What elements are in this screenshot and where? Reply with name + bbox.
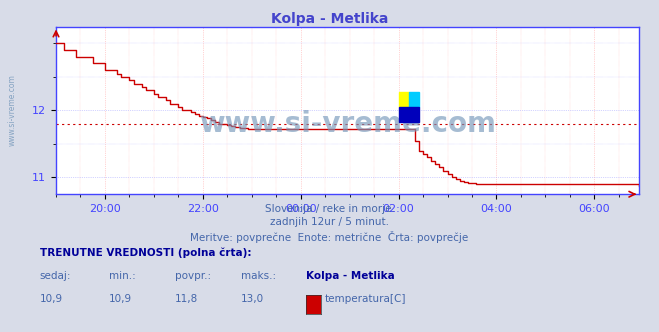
- Text: povpr.:: povpr.:: [175, 271, 211, 281]
- Text: zadnjih 12ur / 5 minut.: zadnjih 12ur / 5 minut.: [270, 217, 389, 227]
- Text: 13,0: 13,0: [241, 294, 264, 304]
- Text: 11,8: 11,8: [175, 294, 198, 304]
- Text: 10,9: 10,9: [109, 294, 132, 304]
- Text: Meritve: povprečne  Enote: metrične  Črta: povprečje: Meritve: povprečne Enote: metrične Črta:…: [190, 231, 469, 243]
- Text: TRENUTNE VREDNOSTI (polna črta):: TRENUTNE VREDNOSTI (polna črta):: [40, 247, 251, 258]
- Bar: [399, 107, 419, 122]
- Text: Slovenija / reke in morje.: Slovenija / reke in morje.: [264, 204, 395, 214]
- Bar: [409, 92, 419, 107]
- Text: min.:: min.:: [109, 271, 136, 281]
- Text: Kolpa - Metlika: Kolpa - Metlika: [271, 12, 388, 26]
- Text: Kolpa - Metlika: Kolpa - Metlika: [306, 271, 395, 281]
- Text: www.si-vreme.com: www.si-vreme.com: [8, 74, 16, 146]
- Text: 10,9: 10,9: [40, 294, 63, 304]
- Text: maks.:: maks.:: [241, 271, 275, 281]
- Text: sedaj:: sedaj:: [40, 271, 71, 281]
- Text: www.si-vreme.com: www.si-vreme.com: [199, 110, 496, 138]
- Bar: [399, 92, 409, 107]
- Text: temperatura[C]: temperatura[C]: [325, 294, 407, 304]
